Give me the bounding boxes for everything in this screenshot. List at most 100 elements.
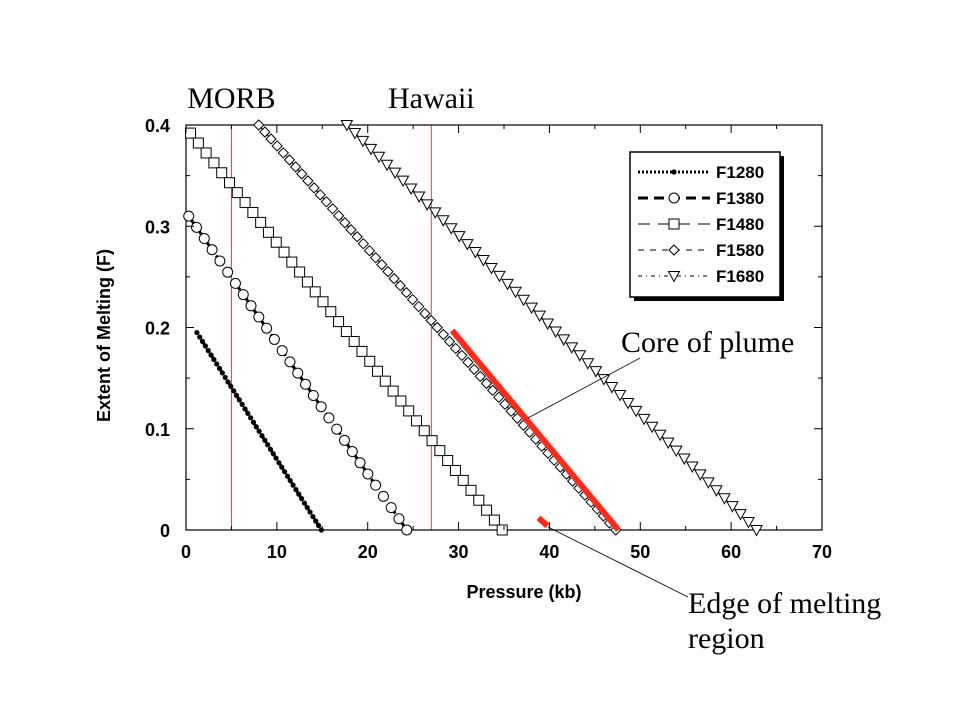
data-point	[318, 527, 324, 533]
data-point	[348, 335, 360, 347]
data-point	[734, 509, 747, 521]
data-point	[228, 383, 234, 390]
data-point	[581, 358, 595, 370]
legend-marker	[667, 271, 681, 283]
data-point	[469, 247, 482, 259]
data-point	[183, 210, 195, 222]
data-point	[363, 244, 376, 257]
data-point	[200, 147, 212, 159]
data-point	[325, 306, 337, 318]
data-point	[296, 168, 308, 180]
data-point	[509, 286, 522, 299]
data-point	[277, 147, 290, 159]
data-point	[377, 490, 389, 502]
data-point	[197, 334, 203, 340]
data-point	[452, 231, 466, 243]
data-point	[481, 504, 493, 516]
data-point	[255, 216, 267, 228]
annotations: MORB Hawaii Core of plume Edge of meltingre…	[187, 82, 881, 655]
data-point	[307, 389, 319, 401]
data-point	[525, 302, 538, 315]
data-point	[320, 196, 333, 208]
legend-marker	[668, 192, 680, 204]
data-point	[394, 279, 406, 292]
region-label: region	[688, 622, 765, 655]
data-point	[298, 495, 305, 502]
data-point	[486, 384, 499, 397]
data-point	[346, 446, 358, 458]
data-point	[338, 434, 350, 446]
data-point	[208, 157, 220, 169]
core-of-plume-line	[449, 328, 621, 532]
data-point	[290, 482, 296, 488]
data-point	[216, 167, 228, 179]
data-point	[216, 365, 223, 372]
legend-marker	[668, 218, 680, 230]
data-point	[418, 425, 430, 437]
core-leader-line	[527, 357, 641, 419]
data-point	[229, 277, 241, 289]
data-point	[693, 469, 707, 481]
data-point	[323, 412, 335, 424]
data-point	[443, 335, 456, 348]
data-point	[380, 159, 394, 172]
data-point	[669, 445, 683, 458]
data-point	[401, 524, 413, 536]
data-point	[284, 473, 291, 479]
data-point	[225, 379, 231, 385]
x-tick-label: 40	[539, 542, 559, 562]
y-tick-label: 0.3	[145, 217, 170, 237]
data-point	[428, 207, 442, 219]
data-point	[573, 350, 587, 362]
data-point	[279, 464, 285, 470]
data-point	[431, 321, 443, 334]
data-point	[340, 326, 352, 338]
data-point	[533, 310, 546, 323]
data-point	[393, 513, 405, 525]
data-point	[265, 133, 277, 145]
data-point	[192, 137, 204, 149]
data-point	[314, 189, 326, 201]
data-point	[301, 276, 313, 288]
data-point	[388, 272, 400, 285]
data-point	[271, 140, 283, 152]
data-point	[222, 374, 228, 381]
data-point	[248, 415, 254, 421]
data-point	[211, 356, 217, 363]
data-point	[404, 183, 418, 196]
data-point	[710, 485, 723, 497]
data-point	[376, 258, 388, 271]
data-point	[252, 119, 265, 131]
x-tick-label: 10	[267, 542, 287, 562]
data-point	[362, 468, 374, 480]
data-point	[259, 433, 265, 439]
data-point	[259, 126, 271, 138]
data-point	[256, 428, 262, 434]
y-tick-label: 0.1	[145, 420, 170, 440]
data-point	[637, 413, 651, 426]
data-point	[370, 479, 382, 491]
data-point	[436, 215, 450, 227]
legend-label: F1380	[716, 189, 764, 208]
data-point	[412, 191, 426, 204]
edge-leader-line	[547, 526, 689, 598]
data-point	[726, 501, 739, 513]
data-point	[245, 300, 257, 312]
data-point	[265, 442, 271, 448]
data-point	[310, 513, 316, 520]
data-point	[247, 206, 259, 218]
data-point	[242, 406, 248, 412]
data-point	[331, 423, 343, 435]
data-point	[474, 370, 487, 383]
highlight-layer	[449, 328, 621, 532]
data-point	[231, 388, 237, 394]
data-point	[315, 522, 322, 529]
data-point	[296, 491, 302, 497]
legend-marker	[668, 244, 680, 256]
axes-layer: 0 10 20 30 40 50 60 70 0 0.1 0.2 0.3 0.4 Pressure (kb…	[94, 116, 832, 602]
data-point	[284, 356, 296, 368]
data-point	[419, 307, 431, 320]
data-point	[379, 375, 391, 387]
data-point	[262, 437, 268, 443]
data-point	[425, 314, 437, 327]
